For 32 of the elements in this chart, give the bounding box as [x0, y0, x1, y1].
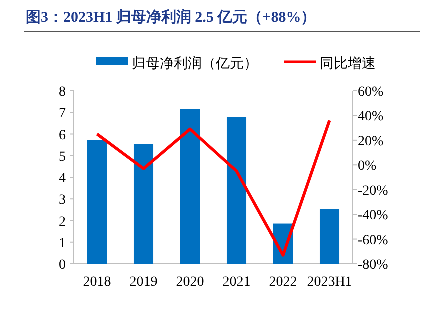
x-tick-label: 2020	[176, 275, 204, 290]
x-tick-label: 2023H1	[307, 275, 352, 290]
y-tick-label: 3	[59, 193, 66, 208]
y-tick-label: 1	[59, 236, 66, 252]
y-tick-label: 0	[59, 258, 66, 273]
y-tick-label: 8	[59, 85, 66, 100]
legend-label: 同比增速	[320, 56, 376, 72]
bar	[226, 117, 247, 264]
x-tick-label: 2021	[222, 275, 251, 290]
y-tick-label: 2	[59, 214, 66, 230]
x-tick-label: 2019	[130, 275, 158, 290]
bar	[87, 140, 108, 264]
legend-label: 归母净利润（亿元）	[132, 56, 258, 72]
y2-tick-label: 0%	[358, 159, 377, 174]
y2-tick-label: -60%	[358, 233, 389, 248]
chart-title: 图3：2023H1 归母净利润 2.5 亿元（+88%）	[26, 8, 316, 26]
x-tick-label: 2022	[269, 275, 298, 290]
y2-tick-label: -80%	[358, 258, 389, 273]
line-series	[96, 119, 332, 257]
bar	[180, 109, 200, 264]
y2-tick-label: 40%	[358, 110, 384, 125]
y-tick-label: 4	[59, 172, 66, 186]
y2-tick-label: -40%	[358, 208, 389, 224]
y-tick-label: 6	[59, 128, 66, 144]
bar	[134, 144, 154, 264]
y2-tick-label: -20%	[358, 184, 389, 199]
y2-tick-label: 60%	[358, 85, 384, 100]
x-tick-label: 2018	[83, 275, 112, 290]
y-tick-label: 5	[59, 150, 66, 165]
bar	[320, 210, 340, 264]
y-tick-label: 7	[59, 106, 66, 122]
y2-tick-label: 20%	[358, 134, 384, 150]
